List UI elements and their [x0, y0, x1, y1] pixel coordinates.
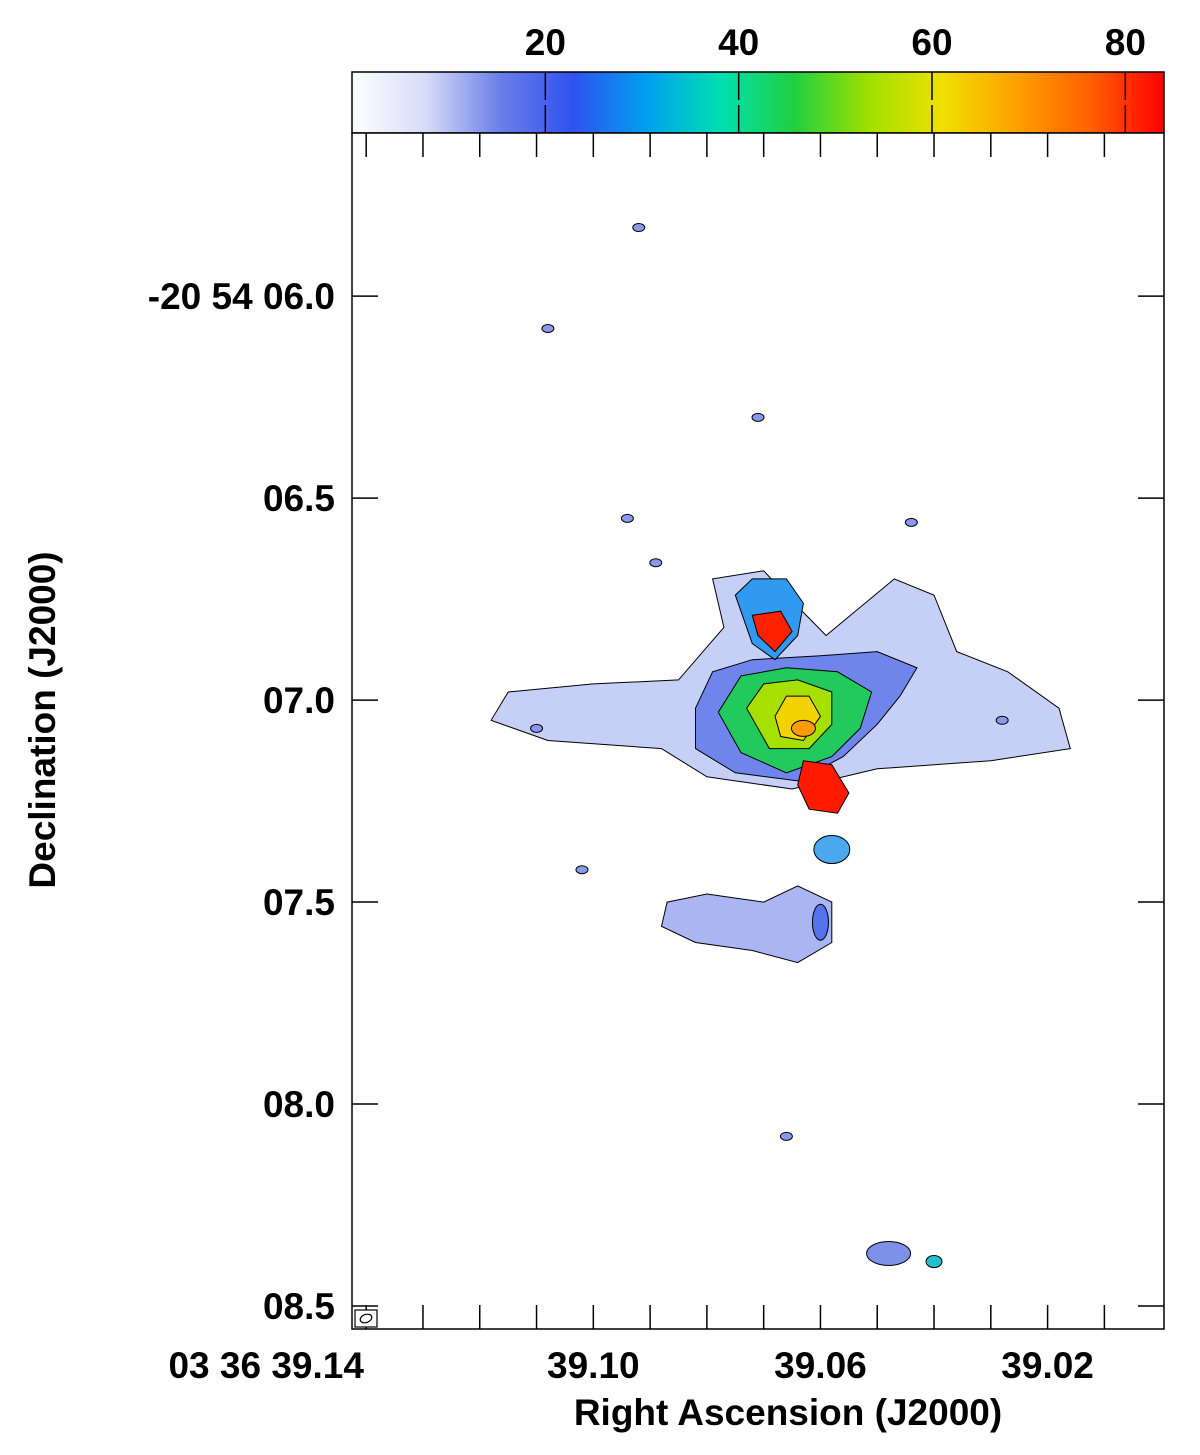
south-lobe [660, 885, 833, 964]
emission-speck [995, 715, 1009, 725]
x-axis-title: Right Ascension (J2000) [574, 1392, 1002, 1433]
peak-core [790, 719, 816, 737]
emission-speck [904, 517, 918, 527]
emission-speck [751, 412, 765, 422]
far-south-clump [866, 1240, 912, 1266]
far-south-knot [925, 1255, 943, 1269]
y-tick-label: 08.5 [263, 1286, 335, 1327]
emission-speck [575, 865, 589, 875]
colorbar-tick-label: 40 [718, 22, 759, 63]
emission-map [490, 223, 1071, 1269]
y-tick-label: 07.0 [263, 680, 335, 721]
beam-marker [354, 1309, 378, 1328]
emission-speck [779, 1131, 793, 1141]
x-tick-label: 39.10 [547, 1345, 640, 1386]
colorbar [351, 71, 1165, 134]
colorbar-tick-label: 60 [911, 22, 952, 63]
emission-speck [649, 558, 663, 568]
north-knot [751, 610, 793, 653]
colorbar-gradient [351, 71, 1165, 134]
y-tick-label: 07.5 [263, 882, 335, 923]
x-tick-label: 39.06 [774, 1345, 867, 1386]
map-panel [351, 132, 1165, 1330]
y-tick-label: 08.0 [263, 1084, 335, 1125]
y-tick-label: -20 54 06.0 [148, 276, 335, 317]
y-tick-label: 06.5 [263, 478, 335, 519]
y-axis-title: Declination (J2000) [22, 551, 63, 888]
south-lobe-knot [811, 903, 829, 941]
south-knot [797, 760, 850, 814]
x-tick-label: 39.02 [1001, 1345, 1094, 1386]
x-tick-label: 03 36 39.14 [168, 1345, 364, 1386]
emission-speck [632, 223, 646, 233]
emission-speck [541, 323, 555, 333]
south-blob [813, 835, 851, 865]
map-frame [351, 132, 1165, 1330]
emission-speck [530, 723, 544, 733]
emission-speck [620, 513, 634, 523]
colorbar-tick-label: 80 [1105, 22, 1146, 63]
colorbar-tick-label: 20 [525, 22, 566, 63]
